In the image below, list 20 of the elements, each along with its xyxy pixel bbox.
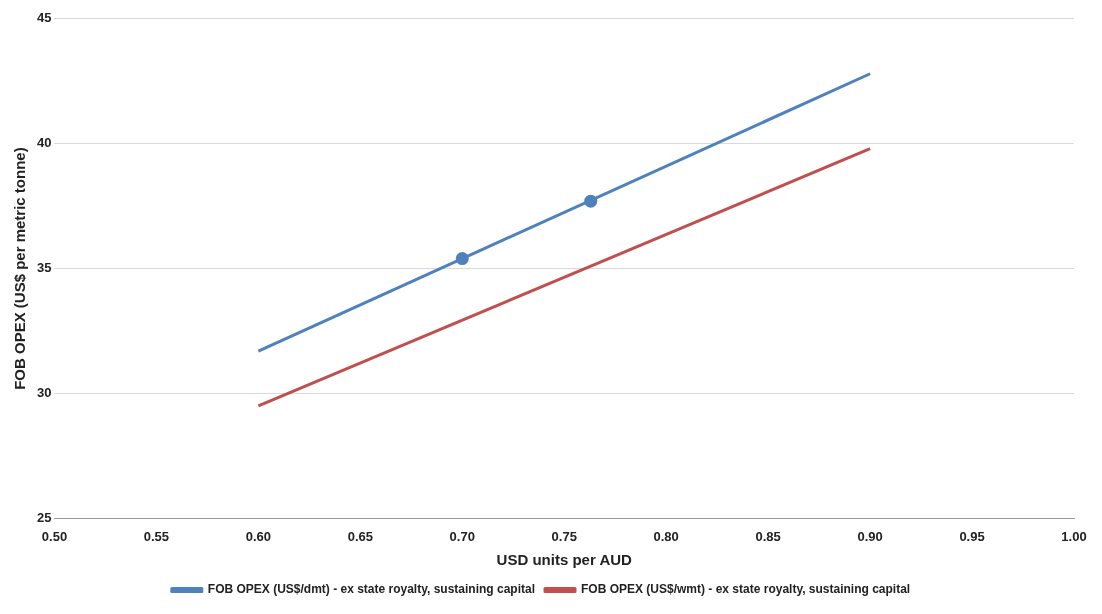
x-tick-label: 0.65 <box>347 528 373 544</box>
y-tick-label: 35 <box>36 260 52 276</box>
y-tick-label: 25 <box>36 509 52 525</box>
x-tick-label: 0.85 <box>755 528 781 544</box>
x-tick-label: 0.75 <box>551 528 577 544</box>
x-tick-label: 0.70 <box>449 528 475 544</box>
x-tick-label: 0.80 <box>653 528 679 544</box>
x-tick-label: 0.95 <box>959 528 985 544</box>
x-axis-title: USD units per AUD <box>496 551 633 569</box>
y-tick-label: 40 <box>36 135 52 151</box>
y-tick-label: 30 <box>36 385 52 401</box>
x-tick-label: 0.90 <box>857 528 883 544</box>
y-tick-label: 45 <box>36 10 52 26</box>
x-tick-label: 0.50 <box>41 528 68 544</box>
x-tick-label: 1.00 <box>1061 528 1087 544</box>
legend-label: FOB OPEX (US$/dmt) - ex state royalty, sustaining capital <box>207 582 535 597</box>
legend-label: FOB OPEX (US$/wmt) - ex state royalty, sustaining capital <box>581 582 911 597</box>
y-axis-title: FOB OPEX (US$ per metric tonne) <box>11 147 29 390</box>
x-tick-label: 0.60 <box>245 528 272 544</box>
x-tick-label: 0.55 <box>143 528 170 544</box>
